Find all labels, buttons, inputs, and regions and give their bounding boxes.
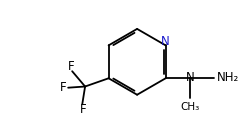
Text: F: F (80, 103, 87, 116)
Text: CH₃: CH₃ (181, 102, 200, 113)
Text: N: N (186, 71, 195, 84)
Text: N: N (161, 35, 170, 48)
Text: F: F (68, 60, 74, 73)
Text: NH₂: NH₂ (217, 71, 238, 84)
Text: F: F (60, 81, 66, 94)
